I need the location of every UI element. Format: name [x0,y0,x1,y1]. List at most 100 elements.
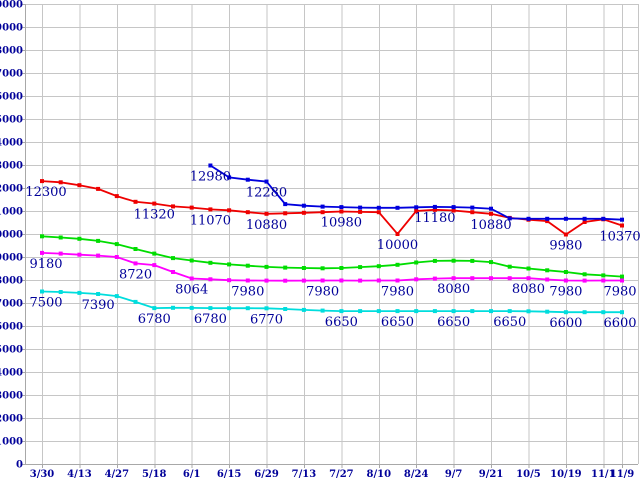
series-cyan-marker [526,309,531,314]
series-red-marker [283,211,288,216]
series-cyan-marker [601,310,606,315]
series-red-marker [451,208,456,213]
x-tick-label: 7/27 [329,469,354,480]
series-red-marker [152,201,157,206]
data-point-label: 7980 [603,284,636,299]
y-axis-labels: 0 1000 2000 3000 4000 5000 6000 7000 8000 9000 100… [0,0,23,471]
series-magenta-marker [283,278,288,283]
axes [21,4,638,468]
series-cyan-marker [245,306,250,311]
x-tick-label: 8/24 [404,469,429,480]
series-cyan-marker [264,306,269,311]
series-blue-marker [320,204,325,209]
series-green-marker [283,265,288,270]
series-green-marker [563,270,568,274]
series-red-marker [264,211,269,216]
data-point-label: 12980 [190,169,231,184]
y-tick-label: 6000 [0,322,23,333]
y-tick-label: 16000 [0,92,23,103]
series-magenta-marker [601,278,606,283]
data-point-label: 10880 [470,218,511,233]
series-red-marker [582,220,587,224]
series-green-marker [227,262,232,267]
series-green-marker [189,258,194,263]
series-magenta-marker [339,278,344,283]
data-point-label: 11320 [134,208,175,223]
data-point-label: 11180 [414,211,455,226]
x-tick-label: 11/1 [591,469,616,480]
series-green-marker [526,266,531,271]
series-blue-marker [563,216,568,221]
series-green-marker [358,265,363,270]
series-cyan-marker [114,294,119,299]
series-magenta-marker [432,276,437,281]
series-cyan-marker [451,309,456,314]
series-green-marker [301,266,306,270]
series-magenta-marker [40,250,44,255]
series-red-marker [620,223,624,228]
series-red-marker [470,210,475,215]
y-tick-label: 14000 [0,138,23,149]
series-green-marker [264,264,269,269]
series-green-marker [208,260,213,265]
series-blue-marker [489,206,493,211]
series-cyan-marker [376,309,381,314]
series-blue-marker [414,205,419,210]
x-tick-label: 6/29 [254,469,279,480]
series-magenta-marker [208,277,213,282]
series-red-marker [40,179,44,184]
x-tick-label: 6/1 [183,469,201,480]
series-blue-marker [582,216,587,221]
x-tick-label: 10/5 [516,469,541,480]
x-tick-label: 11/9 [610,469,635,480]
series-green-marker [245,263,250,268]
y-tick-label: 8000 [0,276,23,287]
series-cyan-marker [507,309,512,314]
series-magenta-marker [489,276,493,281]
y-tick-label: 0 [16,460,23,471]
y-tick-label: 17000 [0,69,23,80]
series-red-marker [395,232,400,236]
series-blue-marker [451,205,456,210]
series-green-marker [451,258,456,263]
series-red-marker [432,207,437,212]
series-cyan-marker [358,309,363,314]
series-green-marker [507,264,512,269]
x-tick-label: 6/15 [217,469,242,480]
series-red-marker [339,209,344,214]
series-blue-marker [339,205,344,210]
series-green-marker [339,266,344,270]
series-cyan-marker [208,306,213,311]
data-point-label: 10370 [599,229,640,244]
series-magenta-polyline [41,252,622,282]
series-magenta-marker [563,278,568,283]
series-blue-marker [432,204,437,209]
data-point-label: 11070 [190,213,231,228]
data-point-label: 7980 [549,284,582,299]
series-red-marker [563,232,568,237]
series-cyan-marker [301,307,306,312]
series-red-marker [133,199,138,204]
series-blue-marker [507,216,512,221]
series-magenta-marker [470,276,475,281]
series-green-marker [133,247,138,251]
series-magenta-marker [507,276,512,281]
series-cyan-marker [395,309,400,314]
series-green-marker [114,242,119,247]
series-cyan-marker [432,309,437,314]
series-blue-marker [376,205,381,210]
series-cyan-marker [227,306,232,311]
x-tick-label: 7/13 [292,469,317,480]
series-magenta-marker [152,263,157,268]
x-tick-label: 8/10 [367,469,392,480]
series-cyan-marker [563,310,568,315]
series-magenta-line [40,250,624,283]
series-red-marker [320,210,325,215]
series-blue-marker [395,205,400,210]
series-cyan-marker [189,305,194,310]
data-point-label: 8064 [175,283,208,298]
series-blue-marker [526,216,531,221]
series-magenta-marker [77,252,82,257]
series-magenta-marker [245,278,250,283]
